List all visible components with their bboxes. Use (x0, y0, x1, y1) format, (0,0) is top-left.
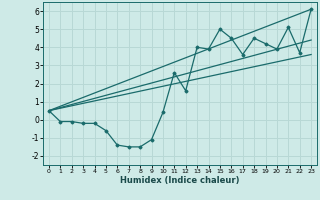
X-axis label: Humidex (Indice chaleur): Humidex (Indice chaleur) (120, 176, 240, 185)
